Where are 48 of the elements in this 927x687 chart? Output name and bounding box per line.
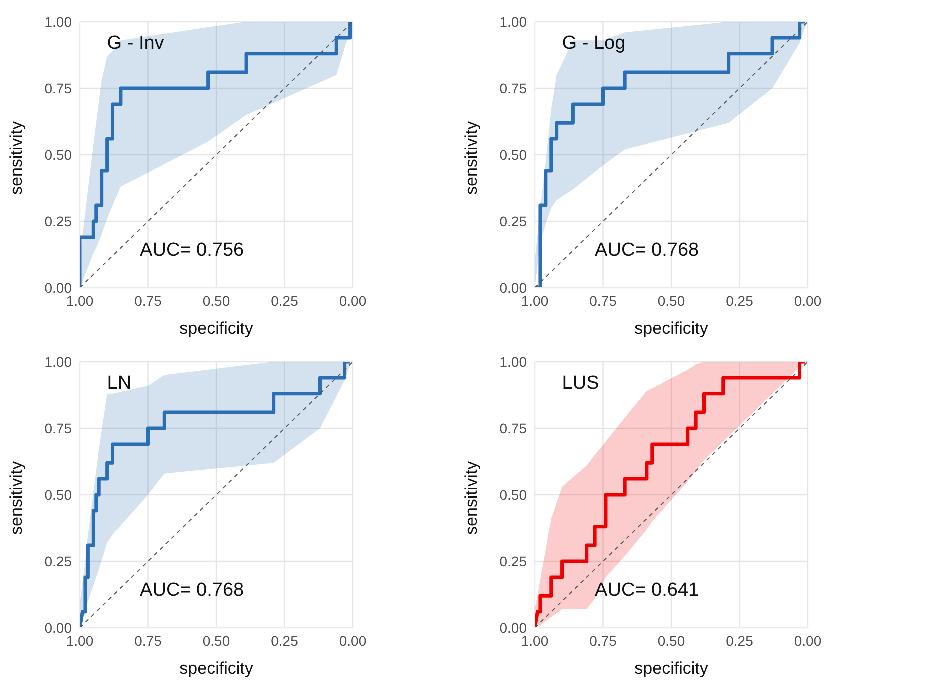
- x-tick-label: 0.25: [726, 292, 754, 309]
- x-tick-label: 0.25: [271, 632, 299, 649]
- y-axis-title: sensitivity: [462, 460, 482, 535]
- y-tick-label: 1.00: [500, 354, 528, 370]
- y-axis-title: sensitivity: [7, 460, 26, 535]
- y-tick-label: 0.25: [500, 213, 528, 230]
- x-tick-label: 0.50: [202, 292, 230, 309]
- y-tick-label: 0.75: [44, 80, 72, 96]
- annotation: AUC= 0.768: [140, 580, 244, 602]
- annotation: G - Inv: [107, 32, 164, 55]
- y-tick-label: 1.00: [44, 354, 72, 370]
- y-axis-title: sensitivity: [462, 120, 482, 195]
- annotation: AUC= 0.768: [595, 240, 700, 262]
- y-tick-label: 1.00: [500, 14, 528, 30]
- y-tick-label: 0.50: [500, 146, 528, 163]
- x-axis-title: specificity: [634, 659, 709, 678]
- y-axis-title: sensitivity: [7, 120, 26, 195]
- y-tick-label: 0.75: [500, 80, 528, 96]
- x-axis-title: specificity: [634, 319, 709, 338]
- annotation: AUC= 0.641: [595, 580, 700, 602]
- x-axis-title: specificity: [180, 319, 254, 338]
- y-tick-label: 0.75: [500, 420, 528, 436]
- y-tick-label: 1.00: [44, 14, 72, 30]
- x-tick-label: 0.25: [271, 292, 299, 309]
- annotation: G - Log: [562, 32, 626, 55]
- x-tick-label: 0.75: [134, 632, 162, 649]
- y-tick-label: 0.25: [44, 213, 72, 230]
- x-tick-label: 0.75: [134, 292, 162, 309]
- x-tick-label: 0.75: [590, 292, 618, 309]
- x-tick-label: 0.50: [658, 292, 686, 309]
- annotation: AUC= 0.756: [140, 240, 244, 262]
- x-tick-label: 0.75: [590, 632, 618, 649]
- x-tick-label: 0.25: [726, 632, 754, 649]
- y-tick-label: 0.25: [500, 553, 528, 570]
- y-tick-label: 0.50: [44, 486, 72, 503]
- x-axis-title: specificity: [180, 659, 254, 678]
- x-tick-label: 0.00: [794, 292, 822, 309]
- y-tick-label: 0.75: [44, 420, 72, 436]
- y-tick-label: 0.25: [44, 553, 72, 570]
- x-tick-label: 0.50: [658, 632, 686, 649]
- annotation: LUS: [562, 372, 600, 395]
- y-tick-label: 0.50: [500, 486, 528, 503]
- x-tick-label: 0.50: [202, 632, 230, 649]
- annotation: LN: [107, 372, 132, 395]
- x-tick-label: 0.00: [339, 632, 367, 649]
- x-tick-label: 0.00: [794, 632, 822, 649]
- y-tick-label: 0.50: [44, 146, 72, 163]
- x-tick-label: 0.00: [339, 292, 367, 309]
